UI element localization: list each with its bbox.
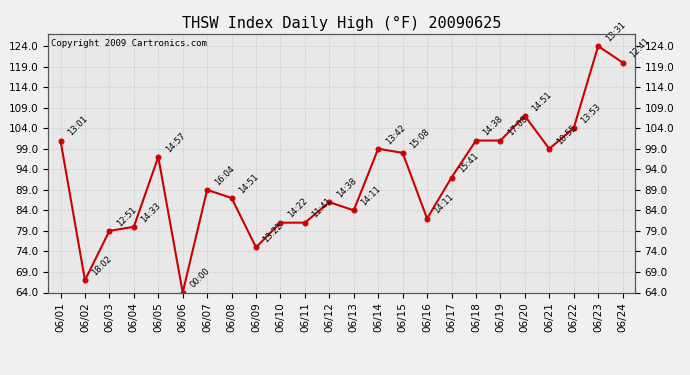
Text: 17:08: 17:08: [506, 114, 529, 138]
Text: 15:08: 15:08: [408, 127, 431, 150]
Text: 13:22: 13:22: [262, 221, 285, 245]
Text: 10:55: 10:55: [555, 123, 578, 146]
Text: 13:01: 13:01: [66, 114, 89, 138]
Text: 14:11: 14:11: [359, 184, 382, 208]
Text: 14:22: 14:22: [286, 197, 309, 220]
Text: Copyright 2009 Cartronics.com: Copyright 2009 Cartronics.com: [51, 39, 207, 48]
Title: THSW Index Daily High (°F) 20090625: THSW Index Daily High (°F) 20090625: [182, 16, 501, 31]
Text: 14:11: 14:11: [433, 193, 456, 216]
Text: 13:53: 13:53: [580, 102, 602, 125]
Text: 12:41: 12:41: [628, 37, 651, 60]
Text: 18:02: 18:02: [90, 254, 114, 278]
Text: 14:51: 14:51: [531, 90, 553, 113]
Text: 13:42: 13:42: [384, 123, 407, 146]
Text: 16:04: 16:04: [213, 164, 236, 187]
Text: 14:57: 14:57: [164, 131, 187, 154]
Text: 11:41: 11:41: [310, 197, 333, 220]
Text: 14:51: 14:51: [237, 172, 260, 195]
Text: 14:38: 14:38: [482, 114, 505, 138]
Text: 12:51: 12:51: [115, 205, 138, 228]
Text: 14:38: 14:38: [335, 176, 358, 200]
Text: 00:00: 00:00: [188, 267, 211, 290]
Text: 14:33: 14:33: [139, 201, 163, 224]
Text: 15:41: 15:41: [457, 152, 480, 175]
Text: 13:31: 13:31: [604, 20, 627, 43]
